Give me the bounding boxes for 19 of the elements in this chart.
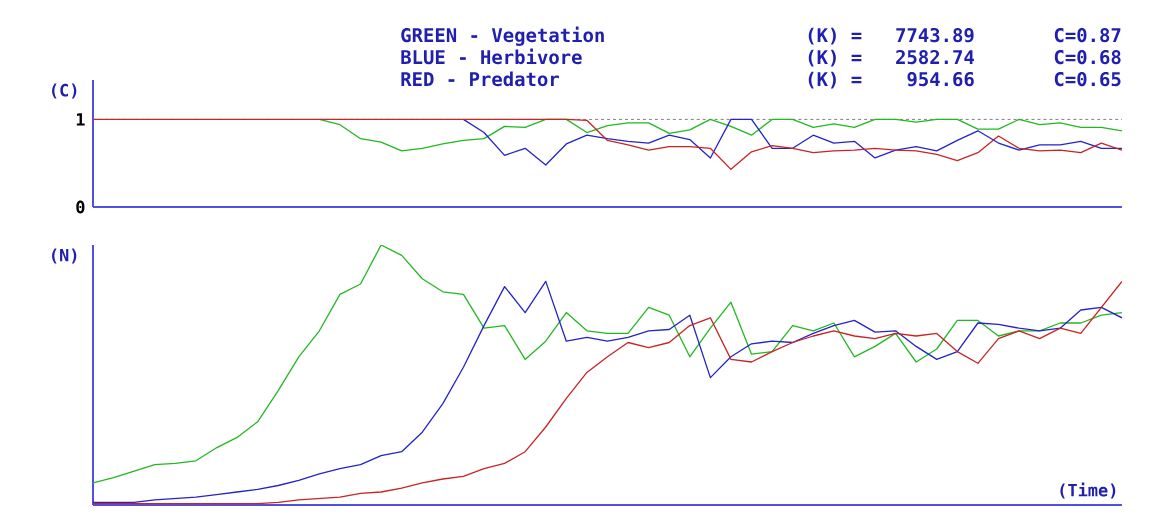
annotation: RED - Predator <box>401 71 559 87</box>
text: BLUE - Herbivore <box>401 48 582 65</box>
line-series <box>462 118 1122 166</box>
text: GREEN - Vegetation <box>401 26 604 46</box>
annotation: C=0.65 <box>1054 71 1121 87</box>
y-axis-title: (C) <box>52 83 77 99</box>
y-axis-title: (N) <box>52 248 77 264</box>
line-series <box>318 118 1122 152</box>
text: C=0.68 <box>1054 49 1121 65</box>
annotation: 954.66 <box>907 71 974 87</box>
text: 2582.74 <box>896 49 974 65</box>
text: (K) = <box>808 49 862 67</box>
text: 7743.89 <box>896 27 974 43</box>
text: (K) = <box>808 27 862 45</box>
annotation: (K) = <box>808 71 862 89</box>
x-axis-title: (Time) <box>1060 482 1116 499</box>
y-tick-label: 0 <box>76 200 85 214</box>
text: C=0.87 <box>1054 27 1121 43</box>
y-tick-label: 1 <box>76 113 85 126</box>
